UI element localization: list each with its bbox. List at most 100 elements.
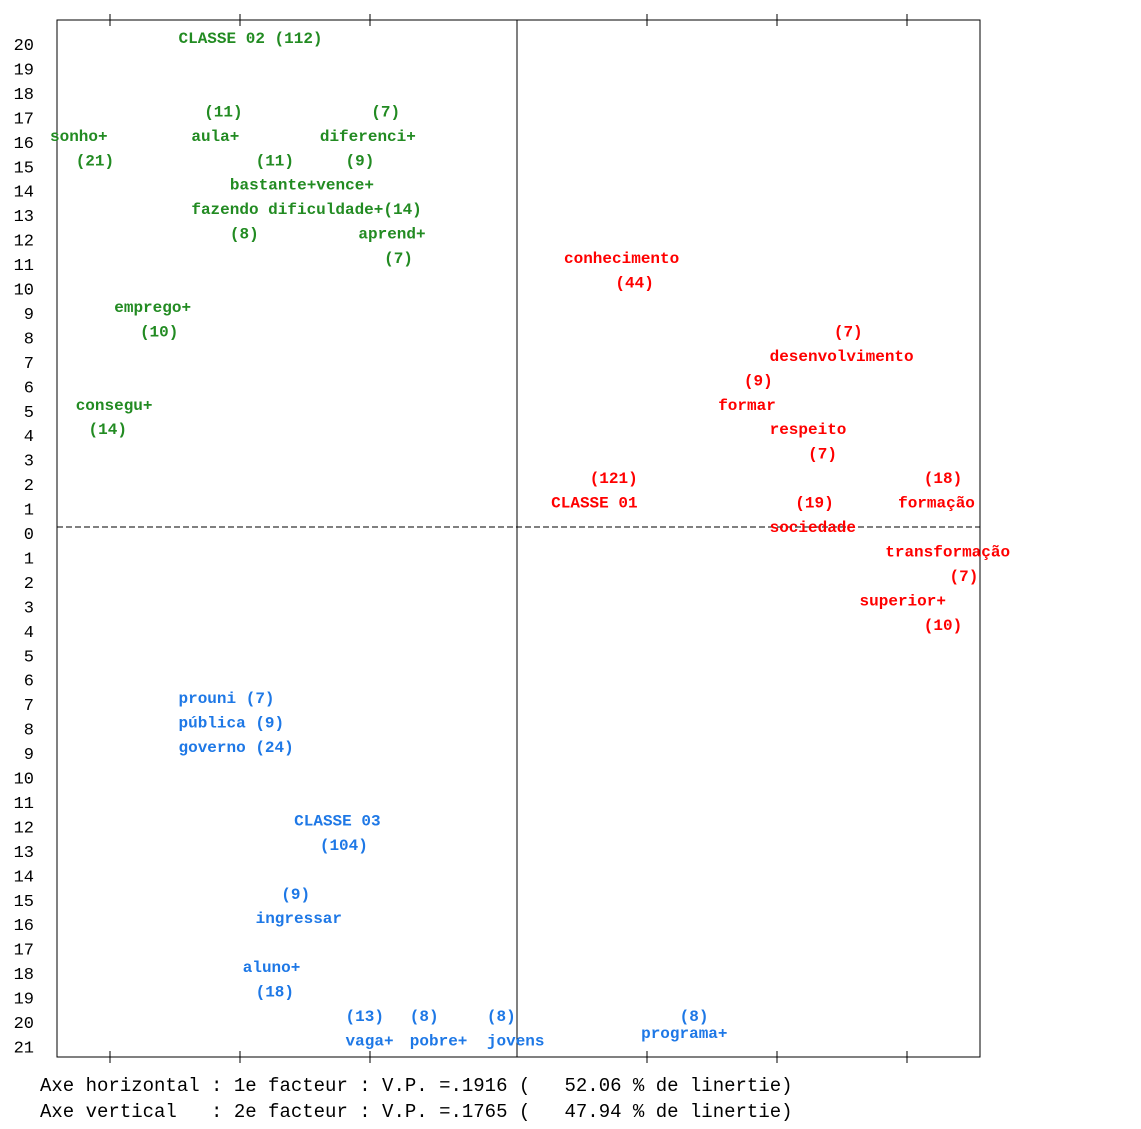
- y-tick-label: 12: [14, 233, 34, 252]
- word-label: sociedade: [770, 519, 856, 537]
- y-tick-label: 7: [24, 697, 34, 716]
- word-labels: CLASSE 02 (112) (11) (7) sonho+ aula+ diferen…: [50, 30, 1010, 1050]
- word-label: (19): [795, 495, 833, 513]
- word-label: (11): [256, 152, 294, 170]
- word-label: (8): [680, 1008, 709, 1026]
- y-tick-label: 2: [24, 477, 34, 496]
- word-label: (18): [256, 984, 294, 1002]
- word-label: (104): [320, 837, 368, 855]
- word-label: (7): [808, 446, 837, 464]
- y-tick-label: 2: [24, 575, 34, 594]
- word-label: (9): [281, 886, 310, 904]
- word-label: respeito: [770, 421, 847, 439]
- y-tick-label: 1: [24, 550, 34, 569]
- word-label: aprend+: [358, 226, 425, 244]
- y-tick-label: 9: [24, 746, 34, 765]
- word-label: programa+: [641, 1025, 727, 1043]
- word-label: ingressar: [256, 910, 342, 928]
- word-label: (9): [346, 152, 375, 170]
- word-label: sonho+: [50, 128, 108, 146]
- word-label: superior+: [860, 592, 946, 610]
- word-label: bastante+vence+: [230, 177, 374, 195]
- y-tick-label: 16: [14, 135, 34, 154]
- word-label: conhecimento: [564, 250, 679, 268]
- y-tick-label: 0: [24, 526, 34, 545]
- y-tick-label: 8: [24, 722, 34, 741]
- word-label: (14): [89, 421, 127, 439]
- word-label: vaga+: [346, 1032, 394, 1050]
- y-tick-label: 17: [14, 110, 34, 129]
- word-label: pobre+: [410, 1032, 468, 1050]
- frame-box: [56, 19, 981, 1058]
- y-tick-label: 3: [24, 453, 34, 472]
- word-label: diferenci+: [320, 128, 416, 146]
- y-tick-label: 7: [24, 355, 34, 374]
- y-tick-label: 13: [14, 844, 34, 863]
- y-tick-labels: 2019181716151413121110987654321012345678…: [14, 37, 34, 1058]
- y-tick-label: 10: [14, 282, 34, 301]
- y-tick-label: 14: [14, 868, 34, 887]
- word-label: CLASSE 03: [294, 812, 380, 830]
- y-tick-label: 18: [14, 966, 34, 985]
- word-label: prouni (7): [179, 690, 275, 708]
- word-label: (7): [950, 568, 979, 586]
- word-label: (8): [487, 1008, 516, 1026]
- horizontal-axis-caption: Axe horizontal : 1e facteur : V.P. =.191…: [40, 1075, 793, 1097]
- word-label: pública (9): [179, 715, 285, 733]
- word-label: (8): [410, 1008, 439, 1026]
- y-tick-label: 13: [14, 208, 34, 227]
- word-label: (8): [230, 226, 259, 244]
- word-label: aluno+: [243, 959, 301, 977]
- word-label: formar: [718, 397, 776, 415]
- word-label: CLASSE 01: [551, 495, 637, 513]
- y-tick-label: 8: [24, 330, 34, 349]
- y-tick-label: 6: [24, 379, 34, 398]
- word-label: (44): [615, 275, 653, 293]
- word-label: (10): [924, 617, 962, 635]
- y-tick-label: 21: [14, 1039, 34, 1058]
- vertical-axis-caption: Axe vertical : 2e facteur : V.P. =.1765 …: [40, 1101, 793, 1123]
- y-tick-label: 15: [14, 159, 34, 178]
- y-tick-label: 11: [14, 257, 34, 276]
- y-tick-label: 3: [24, 599, 34, 618]
- y-tick-label: 14: [14, 184, 34, 203]
- word-label: jovens: [487, 1032, 545, 1050]
- word-label: emprego+: [114, 299, 191, 317]
- word-label: (21): [76, 152, 114, 170]
- word-label: formação: [898, 495, 975, 513]
- y-tick-label: 6: [24, 673, 34, 692]
- y-tick-label: 15: [14, 893, 34, 912]
- y-tick-label: 10: [14, 771, 34, 790]
- y-tick-label: 11: [14, 795, 34, 814]
- y-tick-label: 1: [24, 502, 34, 521]
- y-tick-label: 20: [14, 37, 34, 56]
- word-label: transformação: [885, 543, 1010, 561]
- word-label: desenvolvimento: [770, 348, 914, 366]
- word-label: (7): [834, 323, 863, 341]
- word-label: (11): [204, 103, 242, 121]
- y-tick-label: 12: [14, 819, 34, 838]
- word-label: fazendo dificuldade+(14): [191, 201, 421, 219]
- word-label: governo (24): [179, 739, 294, 757]
- word-label: (7): [384, 250, 413, 268]
- y-tick-label: 5: [24, 404, 34, 423]
- y-tick-label: 18: [14, 86, 34, 105]
- plot-frame: [56, 14, 981, 1063]
- word-label: consegu+: [76, 397, 153, 415]
- word-label: CLASSE 02 (112): [179, 30, 323, 48]
- y-tick-label: 20: [14, 1015, 34, 1034]
- y-tick-label: 17: [14, 942, 34, 961]
- y-tick-label: 19: [14, 61, 34, 80]
- word-label: (13): [346, 1008, 384, 1026]
- y-tick-label: 19: [14, 991, 34, 1010]
- y-tick-label: 9: [24, 306, 34, 325]
- word-label: (18): [924, 470, 962, 488]
- word-label: (10): [140, 323, 178, 341]
- y-tick-label: 4: [24, 428, 34, 447]
- y-tick-label: 16: [14, 917, 34, 936]
- word-label: (121): [590, 470, 638, 488]
- word-label: aula+: [191, 128, 239, 146]
- y-tick-label: 5: [24, 648, 34, 667]
- word-label: (7): [371, 103, 400, 121]
- factor-plot: 2019181716151413121110987654321012345678…: [14, 14, 1010, 1063]
